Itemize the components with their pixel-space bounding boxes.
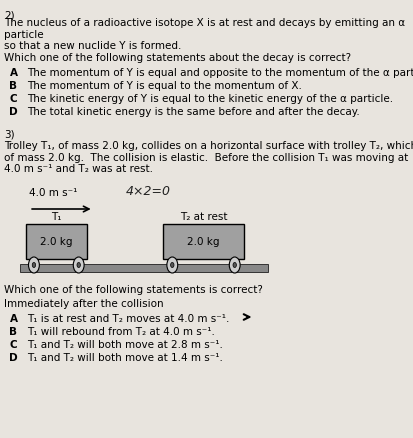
Text: The kinetic energy of Y is equal to the kinetic energy of the α particle.: The kinetic energy of Y is equal to the … bbox=[27, 94, 392, 104]
Text: Which one of the following statements is correct?: Which one of the following statements is… bbox=[4, 284, 262, 294]
Circle shape bbox=[233, 263, 236, 268]
Text: Trolley T₁, of mass 2.0 kg, collides on a horizontal surface with trolley T₂, wh: Trolley T₁, of mass 2.0 kg, collides on … bbox=[4, 141, 413, 174]
Text: 3): 3) bbox=[4, 130, 14, 140]
Text: 4.0 m s⁻¹: 4.0 m s⁻¹ bbox=[29, 187, 77, 198]
Text: D: D bbox=[9, 352, 18, 362]
Circle shape bbox=[28, 258, 39, 273]
Text: T₁ and T₂ will both move at 1.4 m s⁻¹.: T₁ and T₂ will both move at 1.4 m s⁻¹. bbox=[27, 352, 223, 362]
Circle shape bbox=[170, 263, 173, 268]
Text: 2.0 kg: 2.0 kg bbox=[40, 237, 72, 247]
Text: B: B bbox=[9, 326, 17, 336]
Text: T₁ will rebound from T₂ at 4.0 m s⁻¹.: T₁ will rebound from T₂ at 4.0 m s⁻¹. bbox=[27, 326, 214, 336]
Circle shape bbox=[229, 258, 240, 273]
Bar bbox=[20, 265, 267, 272]
Text: The nucleus of a radioactive isotope X is at rest and decays by emitting an α pa: The nucleus of a radioactive isotope X i… bbox=[4, 18, 404, 63]
Text: The momentum of Y is equal to the momentum of X.: The momentum of Y is equal to the moment… bbox=[27, 81, 301, 91]
Text: C: C bbox=[9, 339, 17, 349]
Text: D: D bbox=[9, 107, 18, 117]
Bar bbox=[26, 225, 87, 259]
Text: T₁: T₁ bbox=[51, 212, 62, 222]
Text: 4×2=0: 4×2=0 bbox=[125, 184, 170, 198]
Text: T₁ and T₂ will both move at 2.8 m s⁻¹.: T₁ and T₂ will both move at 2.8 m s⁻¹. bbox=[27, 339, 223, 349]
Text: A: A bbox=[9, 313, 17, 323]
Circle shape bbox=[166, 258, 177, 273]
Circle shape bbox=[77, 263, 80, 268]
Text: C: C bbox=[9, 94, 17, 104]
Text: T₂ at rest: T₂ at rest bbox=[179, 212, 227, 222]
Circle shape bbox=[32, 263, 36, 268]
Text: The total kinetic energy is the same before and after the decay.: The total kinetic energy is the same bef… bbox=[27, 107, 359, 117]
Text: 2.0 kg: 2.0 kg bbox=[187, 237, 219, 247]
Text: T₁ is at rest and T₂ moves at 4.0 m s⁻¹.: T₁ is at rest and T₂ moves at 4.0 m s⁻¹. bbox=[27, 313, 229, 323]
Circle shape bbox=[73, 258, 84, 273]
Text: A: A bbox=[9, 68, 17, 78]
Text: Immediately after the collision: Immediately after the collision bbox=[4, 298, 163, 308]
Text: 2): 2) bbox=[4, 10, 14, 20]
Text: B: B bbox=[9, 81, 17, 91]
Text: The momentum of Y is equal and opposite to the momentum of the α particle.: The momentum of Y is equal and opposite … bbox=[27, 68, 413, 78]
Bar bbox=[162, 225, 244, 259]
